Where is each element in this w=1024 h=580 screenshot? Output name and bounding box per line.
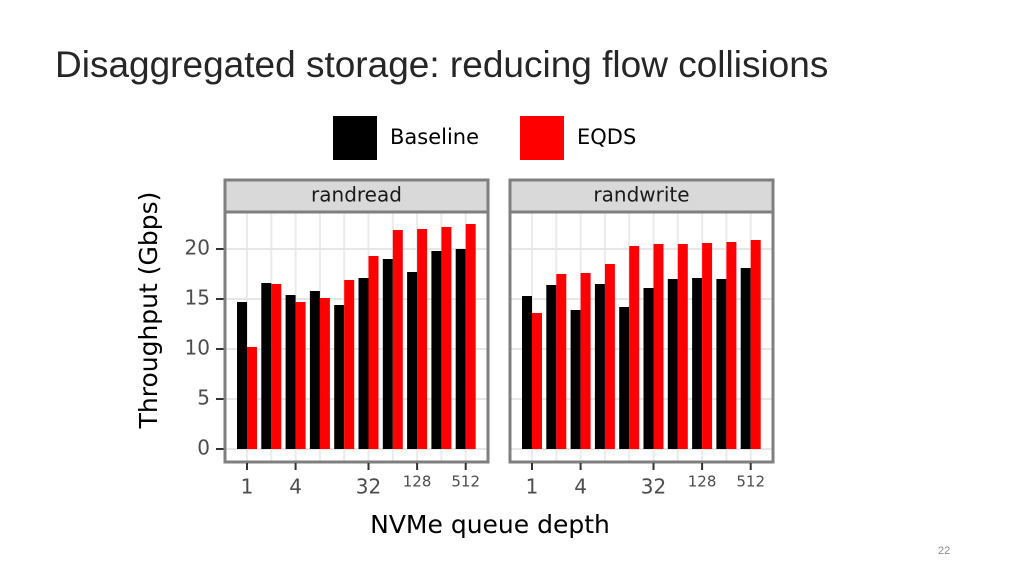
bar [344, 280, 355, 449]
bar [295, 302, 306, 449]
bar [368, 256, 379, 449]
bar [702, 243, 713, 449]
x-tick-label: 4 [574, 475, 587, 499]
x-tick-label: 1 [526, 475, 539, 499]
x-tick-label: 32 [356, 475, 381, 499]
legend-swatch [333, 116, 377, 160]
bar [629, 246, 640, 449]
strip-label: randwrite [593, 183, 689, 207]
bar [532, 313, 542, 449]
bar [417, 229, 428, 449]
bar [309, 291, 320, 449]
bar [271, 284, 282, 449]
x-tick-label: 512 [451, 473, 480, 491]
bar [247, 347, 257, 449]
y-tick-label: 10 [185, 336, 210, 360]
legend-label: EQDS [577, 125, 636, 149]
bar [382, 259, 393, 449]
bar [465, 224, 476, 449]
bar [716, 279, 727, 449]
bar [261, 283, 272, 449]
bar [594, 284, 605, 449]
x-tick-label: 128 [688, 473, 717, 491]
x-tick-label: 1 [241, 475, 254, 499]
bar [653, 244, 664, 449]
bar [667, 279, 678, 449]
y-axis-title: Throughput (Gbps) [134, 192, 163, 430]
bar [692, 278, 703, 449]
bar [556, 274, 567, 449]
x-tick-label: 4 [289, 475, 302, 499]
bar [522, 296, 532, 449]
bar [546, 285, 557, 449]
x-axis-title: NVMe queue depth [370, 510, 610, 539]
strip [508, 178, 775, 214]
x-tick-label: 128 [403, 473, 432, 491]
bar [334, 305, 345, 449]
bar [392, 230, 403, 449]
y-tick-label: 20 [185, 236, 210, 260]
bar [750, 240, 761, 449]
legend-label: Baseline [390, 125, 479, 149]
y-tick-label: 0 [197, 436, 210, 460]
bar [740, 268, 751, 449]
slide-title: Disaggregated storage: reducing flow col… [55, 44, 828, 85]
page-number: 22 [938, 545, 950, 557]
bar [726, 242, 737, 449]
bar [455, 249, 466, 449]
bar [570, 310, 581, 449]
y-tick-label: 15 [185, 286, 210, 310]
strip-label: randread [311, 183, 402, 207]
bar [619, 307, 630, 449]
bar [431, 251, 442, 449]
bar [677, 244, 688, 449]
x-tick-label: 512 [736, 473, 765, 491]
bar [407, 272, 418, 449]
x-tick-label: 32 [641, 475, 666, 499]
bar [604, 264, 615, 449]
bar [643, 288, 654, 449]
bar [441, 227, 452, 449]
bar [319, 298, 330, 449]
y-tick-label: 5 [197, 386, 210, 410]
strip [223, 178, 490, 214]
legend-swatch [520, 116, 564, 160]
bar [580, 273, 591, 449]
bar [285, 295, 296, 449]
bar [358, 278, 369, 449]
bar [237, 302, 247, 449]
